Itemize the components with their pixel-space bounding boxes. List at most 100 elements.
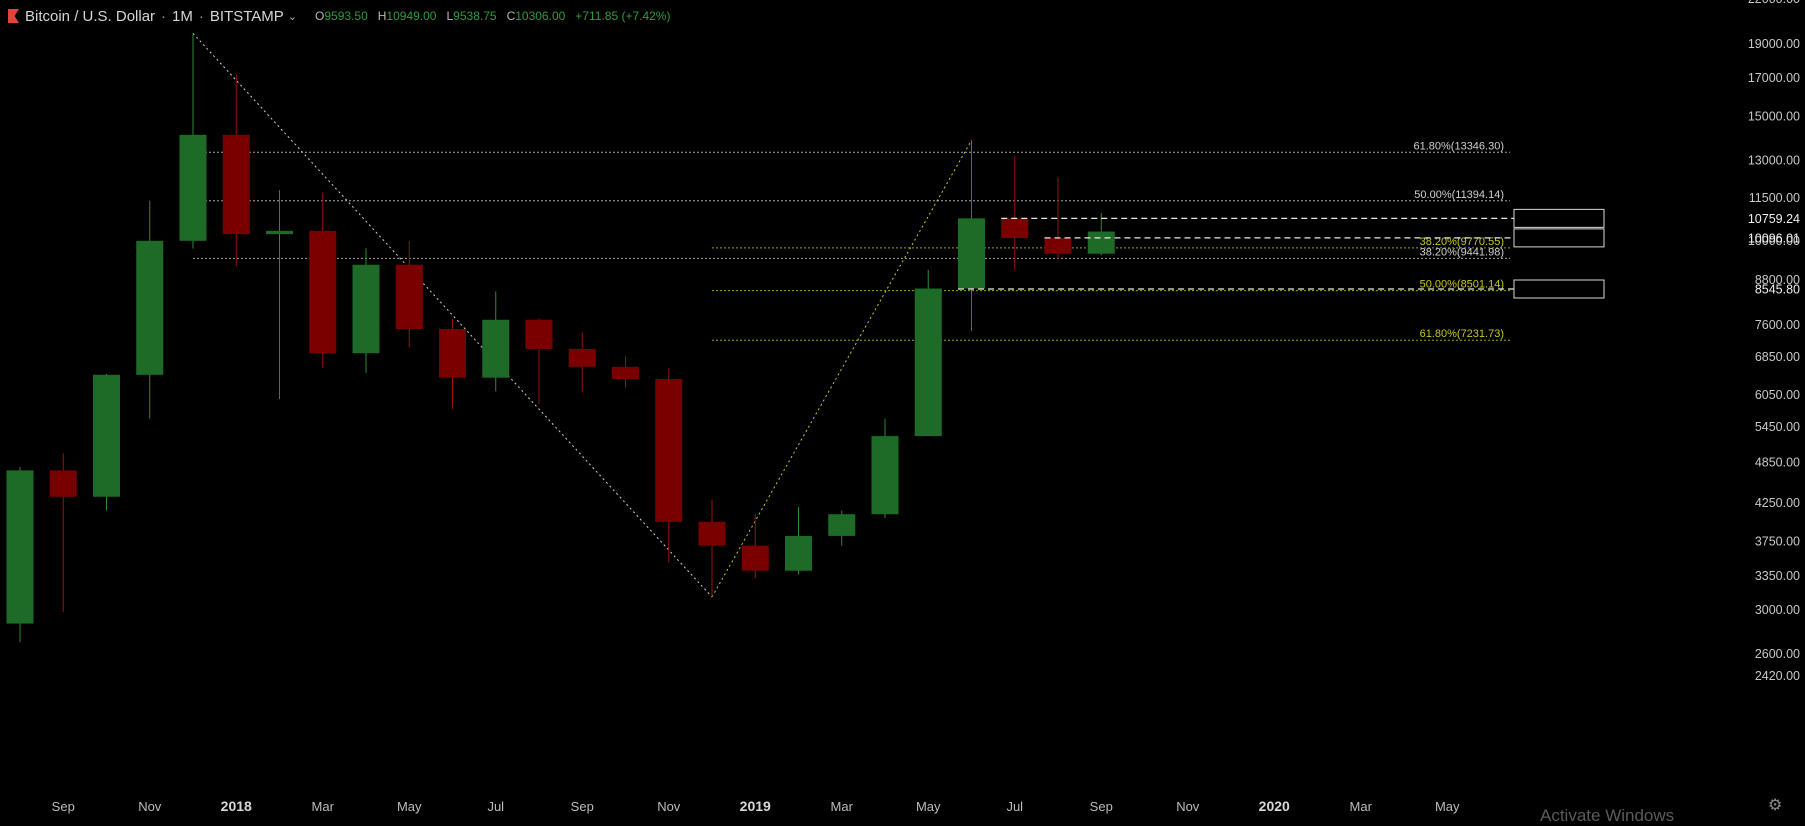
candle[interactable]: [914, 269, 942, 437]
os-watermark: Activate Windows: [1540, 806, 1675, 825]
open-value: 9593.50: [324, 9, 368, 23]
x-tick-label: Jul: [487, 799, 504, 814]
y-tick-label: 2420.00: [1755, 669, 1800, 683]
x-tick-label: May: [397, 799, 422, 814]
candle[interactable]: [93, 373, 120, 511]
candle-body: [741, 545, 769, 571]
low-label: L: [446, 9, 454, 23]
candle[interactable]: [612, 356, 639, 388]
candle[interactable]: [1087, 213, 1115, 256]
y-tick-label: 2600.00: [1755, 647, 1800, 661]
high-value: 10949.00: [386, 9, 437, 23]
candle-body: [698, 521, 726, 546]
price-label-box: [1513, 208, 1605, 228]
candle[interactable]: [871, 418, 899, 518]
candle[interactable]: [266, 190, 293, 399]
candle-body: [482, 319, 510, 378]
x-tick-label: May: [1435, 799, 1460, 814]
price-label-box: [1513, 228, 1605, 248]
candle[interactable]: [1001, 155, 1029, 270]
chevron-down-icon[interactable]: ⌄: [287, 10, 298, 23]
candle[interactable]: [6, 467, 34, 643]
close-label: C: [506, 9, 516, 23]
candle[interactable]: [655, 368, 683, 563]
x-tick-label: Jul: [1006, 799, 1023, 814]
candle-body: [914, 288, 942, 437]
interval-label[interactable]: 1M: [172, 7, 193, 25]
low-value: 9538.75: [453, 9, 497, 23]
x-tick-label: Nov: [138, 799, 162, 814]
candle[interactable]: [525, 318, 553, 404]
candle[interactable]: [698, 499, 726, 597]
fib-level-label: 38.20%(9770.55): [1420, 236, 1504, 248]
candle-body: [655, 379, 683, 522]
symbol-name[interactable]: Bitcoin / U.S. Dollar: [25, 7, 156, 25]
y-tick-label: 17000.00: [1748, 71, 1800, 85]
candle-body: [49, 470, 77, 497]
price-label-box: [1513, 279, 1605, 299]
candle[interactable]: [352, 248, 380, 373]
price-label: 10096.01: [1748, 231, 1800, 245]
y-tick-label: 8800.00: [1755, 273, 1800, 287]
candle[interactable]: [568, 332, 596, 393]
candle-body: [1087, 231, 1115, 254]
candle[interactable]: [741, 514, 769, 578]
candle[interactable]: [482, 291, 510, 392]
fib-level-label: 61.80%(7231.73): [1420, 328, 1504, 340]
candle[interactable]: [136, 200, 164, 419]
candle[interactable]: [49, 453, 77, 613]
candle-body: [871, 436, 899, 515]
candle-body: [525, 319, 553, 349]
candle[interactable]: [395, 241, 423, 348]
change-value: +711.85 (+7.42%): [575, 9, 671, 23]
x-tick-label: 2020: [1259, 798, 1290, 814]
candle-body: [568, 348, 596, 367]
x-tick-label: Mar: [1350, 799, 1373, 814]
y-tick-label: 11500.00: [1749, 191, 1800, 205]
y-tick-label: 10000.00: [1748, 234, 1800, 248]
candle[interactable]: [1044, 177, 1072, 260]
candle-body: [136, 240, 164, 375]
candle[interactable]: [222, 74, 250, 267]
y-tick-label: 15000.00: [1748, 109, 1800, 123]
high-label: H: [377, 9, 387, 23]
y-tick-label: 19000.00: [1748, 37, 1800, 51]
x-tick-label: Sep: [1090, 799, 1113, 814]
candle-body: [785, 535, 812, 571]
y-tick-label: 7600.00: [1755, 318, 1800, 332]
trend-line[interactable]: [192, 33, 713, 598]
candle-body: [93, 374, 120, 497]
close-value: 10306.00: [515, 9, 566, 23]
x-tick-label: Mar: [312, 799, 335, 814]
x-tick-label: Nov: [657, 799, 681, 814]
x-tick-label: May: [916, 799, 941, 814]
symbol-header[interactable]: Bitcoin / U.S. Dollar · 1M · BITSTAMP ⌄ …: [8, 6, 670, 26]
candle[interactable]: [179, 33, 207, 249]
y-tick-label: 4250.00: [1755, 496, 1800, 510]
x-tick-label: Mar: [831, 799, 854, 814]
fib-level-label: 50.00%(11394.14): [1414, 189, 1504, 201]
y-tick-label: 3750.00: [1755, 535, 1800, 549]
tradingview-flag-icon: [8, 9, 19, 23]
x-tick-label: 2019: [740, 798, 771, 814]
fib-level-label: 38.20%(9441.98): [1420, 246, 1504, 258]
x-tick-label: Nov: [1176, 799, 1200, 814]
separator: ·: [198, 7, 204, 25]
x-tick-label: Sep: [571, 799, 594, 814]
price-label: 10759.24: [1748, 212, 1800, 226]
candle-body: [352, 264, 380, 354]
candle[interactable]: [309, 192, 337, 369]
ohlc-readout: O9593.50 H10949.00 L9538.75 C10306.00 +7…: [315, 9, 670, 23]
candle[interactable]: [958, 140, 985, 332]
candle[interactable]: [439, 318, 466, 409]
fib-level-label: 61.80%(13346.30): [1413, 140, 1504, 152]
fib-level-label: 50.00%(8501.14): [1420, 279, 1504, 291]
gear-icon[interactable]: ⚙: [1768, 797, 1783, 814]
candle[interactable]: [828, 510, 856, 546]
exchange-label[interactable]: BITSTAMP: [209, 7, 284, 25]
y-tick-label: 5450.00: [1755, 420, 1800, 434]
open-label: O: [315, 9, 325, 23]
candle-body: [6, 470, 34, 624]
candle[interactable]: [785, 506, 812, 575]
